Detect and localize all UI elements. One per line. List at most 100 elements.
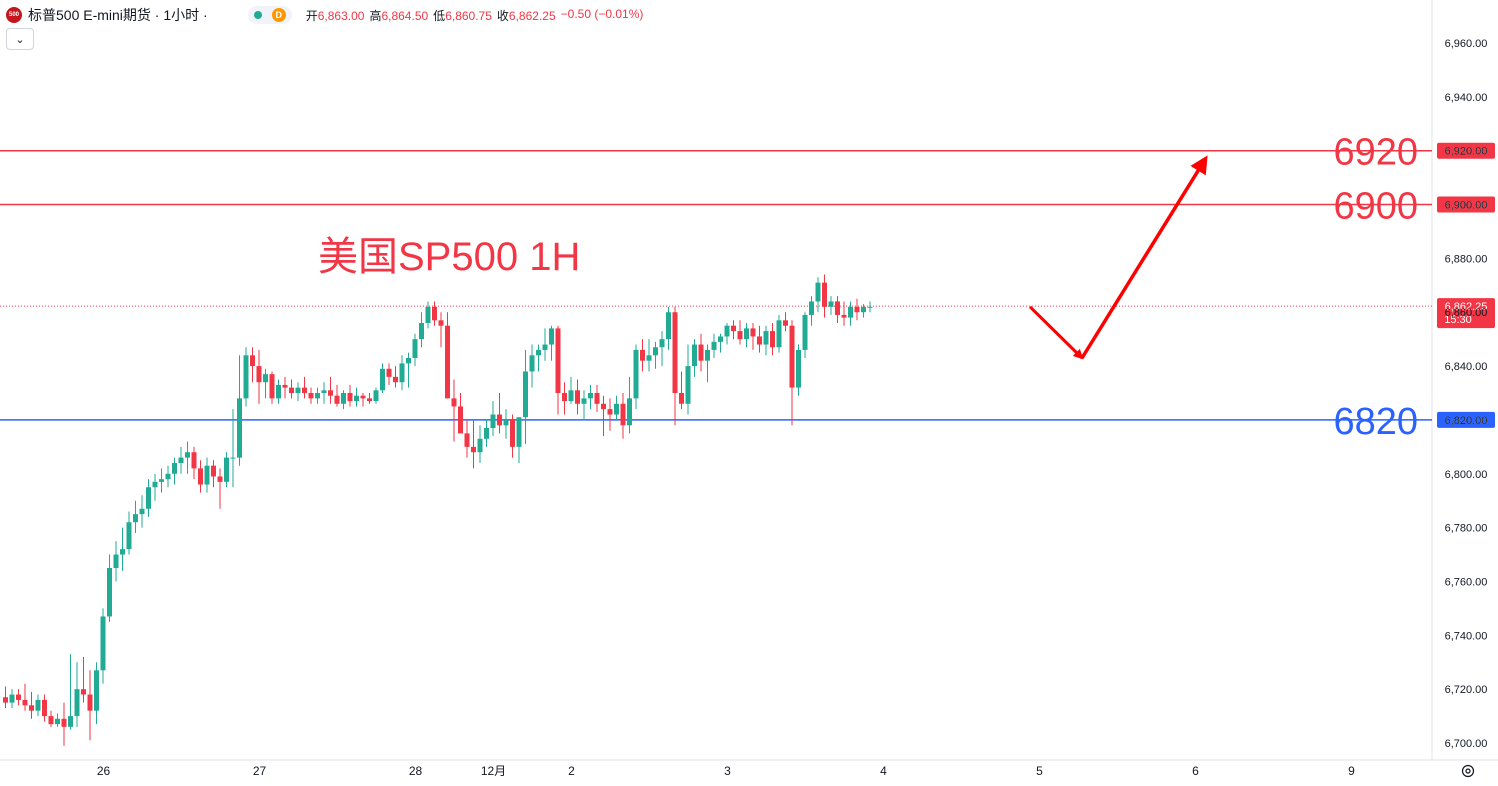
candle[interactable] — [341, 390, 346, 410]
candle[interactable] — [731, 320, 736, 340]
candle[interactable] — [315, 387, 320, 404]
candle[interactable] — [471, 419, 476, 469]
candle[interactable] — [81, 656, 86, 703]
candle[interactable] — [744, 323, 749, 348]
candle[interactable] — [282, 376, 288, 399]
candle[interactable] — [451, 379, 457, 442]
candle[interactable] — [705, 344, 710, 383]
candle[interactable] — [815, 277, 821, 313]
candle[interactable] — [289, 379, 294, 399]
candle[interactable] — [828, 296, 834, 315]
candle[interactable] — [16, 689, 21, 706]
candle[interactable] — [549, 325, 554, 361]
candle[interactable] — [770, 323, 775, 356]
chart-settings-button[interactable] — [1459, 762, 1477, 780]
candle[interactable] — [178, 446, 184, 474]
candle[interactable] — [854, 298, 860, 321]
candle[interactable] — [523, 349, 528, 445]
candle[interactable] — [152, 473, 158, 501]
candle[interactable] — [263, 368, 268, 399]
candle[interactable] — [497, 393, 502, 434]
candle[interactable] — [386, 363, 392, 385]
candle[interactable] — [776, 314, 782, 353]
candle[interactable] — [503, 409, 509, 439]
candle[interactable] — [659, 331, 665, 367]
candle[interactable] — [412, 333, 418, 367]
candle[interactable] — [393, 366, 398, 388]
candle[interactable] — [737, 320, 743, 345]
candle[interactable] — [802, 312, 808, 358]
candle[interactable] — [107, 554, 112, 622]
candle[interactable] — [542, 328, 548, 361]
candle[interactable] — [3, 686, 8, 708]
data-delay-badge[interactable]: D — [271, 8, 286, 22]
candle[interactable] — [100, 608, 106, 684]
candle[interactable] — [230, 409, 236, 488]
candle[interactable] — [354, 387, 359, 407]
candle[interactable] — [9, 689, 15, 708]
candle[interactable] — [867, 301, 873, 313]
candle[interactable] — [185, 441, 190, 474]
candle[interactable] — [302, 376, 307, 399]
candle[interactable] — [711, 333, 717, 358]
candle[interactable] — [789, 320, 795, 426]
candle[interactable] — [718, 333, 723, 353]
candle[interactable] — [627, 376, 632, 434]
symbol-title[interactable]: 标普500 E-mini期货 · 1小时 · — [28, 7, 208, 23]
candle[interactable] — [640, 339, 645, 372]
candle[interactable] — [594, 384, 600, 412]
candle[interactable] — [295, 382, 301, 402]
candle[interactable] — [809, 296, 814, 326]
candle[interactable] — [276, 379, 281, 404]
candle[interactable] — [94, 662, 99, 725]
candle[interactable] — [633, 344, 639, 410]
candle[interactable] — [211, 460, 216, 488]
candle[interactable] — [204, 457, 210, 493]
candle[interactable] — [666, 306, 671, 350]
candle[interactable] — [321, 382, 327, 404]
candle[interactable] — [750, 323, 756, 350]
candle[interactable] — [35, 694, 41, 717]
candle[interactable] — [581, 390, 587, 420]
candle[interactable] — [484, 419, 489, 447]
candle[interactable] — [458, 393, 463, 434]
candle[interactable] — [165, 465, 171, 488]
candle[interactable] — [68, 654, 73, 730]
candle[interactable] — [763, 325, 769, 356]
candle[interactable] — [536, 344, 541, 372]
candle[interactable] — [120, 527, 125, 571]
candle[interactable] — [159, 468, 164, 493]
candle[interactable] — [653, 341, 658, 369]
candle[interactable] — [464, 419, 470, 458]
symbol-logo[interactable]: 500 — [6, 7, 22, 23]
candle[interactable] — [269, 371, 275, 404]
candle[interactable] — [367, 393, 372, 404]
candle[interactable] — [445, 312, 450, 399]
candle[interactable] — [256, 349, 262, 404]
candle[interactable] — [74, 662, 80, 727]
candle[interactable] — [516, 417, 522, 463]
candle[interactable] — [679, 371, 684, 410]
candle[interactable] — [146, 479, 151, 517]
candle[interactable] — [562, 382, 567, 415]
candle[interactable] — [692, 339, 697, 377]
candle[interactable] — [22, 683, 28, 711]
collapse-legend-button[interactable]: ⌄ — [6, 28, 34, 50]
candle[interactable] — [698, 333, 704, 372]
candle[interactable] — [419, 312, 424, 348]
candle[interactable] — [360, 393, 366, 407]
candle[interactable] — [172, 457, 177, 485]
candle[interactable] — [685, 344, 691, 415]
candle[interactable] — [237, 355, 242, 466]
candle[interactable] — [217, 468, 223, 509]
candle[interactable] — [555, 325, 561, 415]
market-status-dot-icon[interactable] — [253, 11, 262, 19]
candle[interactable] — [848, 301, 853, 326]
candle[interactable] — [601, 395, 606, 437]
candle[interactable] — [672, 306, 678, 426]
candle[interactable] — [61, 702, 67, 746]
candle[interactable] — [861, 304, 866, 318]
candle[interactable] — [373, 387, 379, 404]
candle[interactable] — [575, 379, 580, 415]
